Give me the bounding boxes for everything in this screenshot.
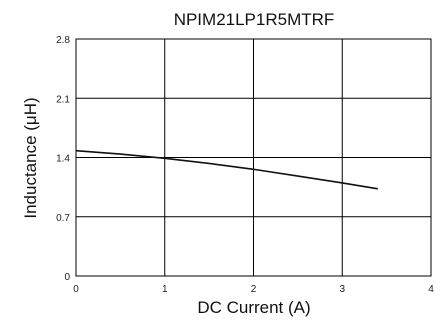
y-tick-label: 2.1 xyxy=(56,94,70,105)
x-tick-label: 3 xyxy=(339,284,345,295)
y-tick-label: 2.8 xyxy=(56,35,70,46)
plot-frame xyxy=(75,38,432,277)
x-tick-label: 2 xyxy=(251,284,257,295)
tick-labels: 0 1 2 3 4 0 0.7 1.4 2.1 2.8 xyxy=(56,35,434,295)
chart-title: NPIM21LP1R5MTRF xyxy=(174,10,335,29)
y-tick-label: 0 xyxy=(64,272,70,283)
x-axis-label: DC Current (A) xyxy=(197,298,310,317)
x-tick-label: 0 xyxy=(73,284,79,295)
x-tick-label: 4 xyxy=(428,284,434,295)
y-tick-label: 1.4 xyxy=(56,154,70,165)
y-axis-label: Inductance (μH) xyxy=(21,97,40,218)
series-line-0 xyxy=(75,149,378,190)
series-layer xyxy=(75,149,378,190)
grid xyxy=(76,39,431,276)
x-tick-label: 1 xyxy=(162,284,168,295)
y-tick-label: 0.7 xyxy=(56,213,70,224)
